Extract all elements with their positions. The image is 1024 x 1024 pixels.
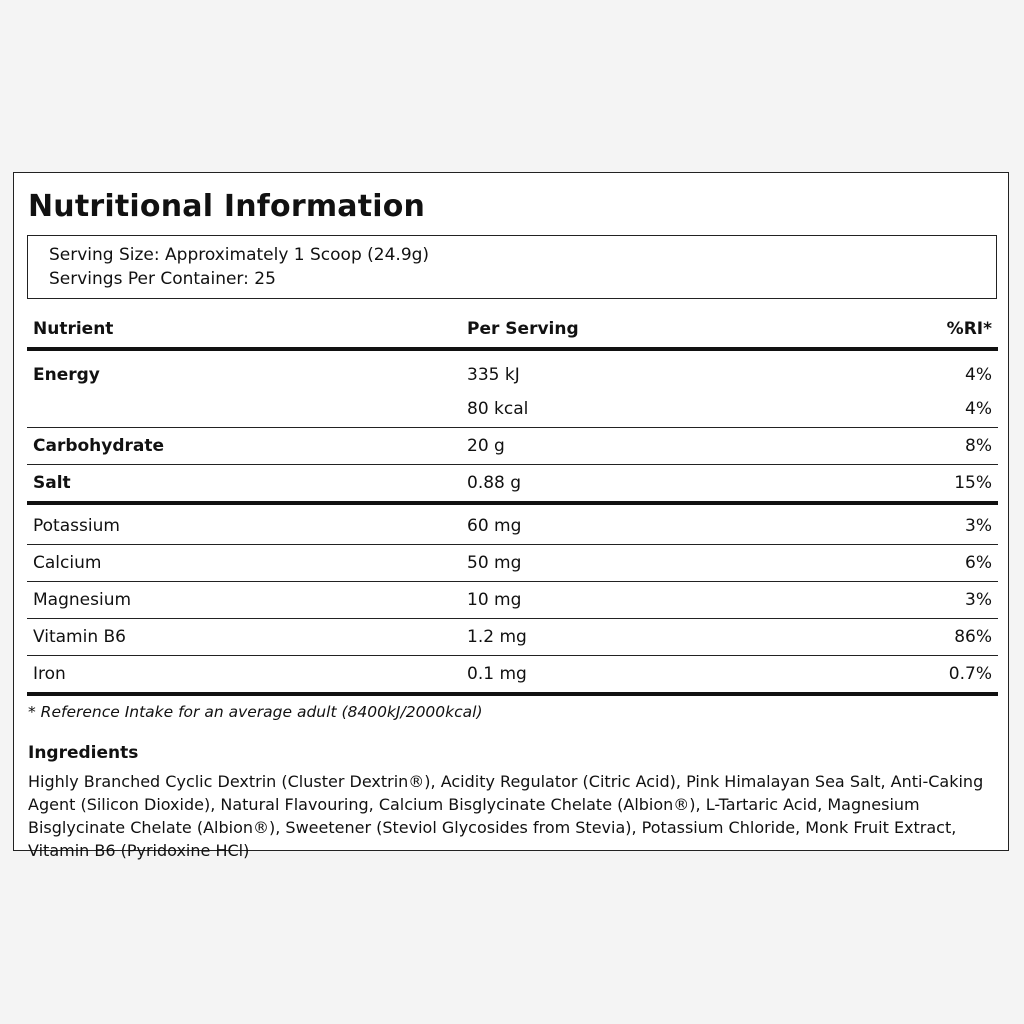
nutrient-name: Iron bbox=[33, 664, 66, 684]
nutrient-ri: 0.7% bbox=[948, 664, 992, 684]
table-row: Salt 0.88 g 15% bbox=[27, 465, 998, 505]
nutrient-name: Vitamin B6 bbox=[33, 627, 127, 647]
table-header-row: Nutrient Per Serving %RI* bbox=[27, 311, 998, 351]
ingredients-text: Highly Branched Cyclic Dextrin (Cluster … bbox=[28, 772, 984, 860]
reference-intake-footnote: * Reference Intake for an average adult … bbox=[28, 703, 483, 721]
nutrient-name: Potassium bbox=[33, 516, 120, 536]
nutrient-amount: 335 kJ bbox=[467, 365, 520, 385]
nutrient-name: Salt bbox=[33, 473, 71, 493]
nutrient-amount: 10 mg bbox=[467, 590, 522, 610]
header-per-serving: Per Serving bbox=[467, 319, 579, 339]
nutrient-amount: 20 g bbox=[467, 436, 505, 456]
header-ri: %RI* bbox=[946, 319, 992, 339]
header-nutrient: Nutrient bbox=[33, 319, 114, 339]
nutrient-name: Carbohydrate bbox=[33, 436, 165, 456]
nutrient-ri: 4% bbox=[965, 399, 992, 419]
table-row: 80 kcal 4% bbox=[27, 391, 998, 428]
table-row: Carbohydrate 20 g 8% bbox=[27, 428, 998, 465]
nutrient-ri: 3% bbox=[965, 590, 992, 610]
table-row: Potassium 60 mg 3% bbox=[27, 508, 998, 545]
nutrient-name: Magnesium bbox=[33, 590, 132, 610]
nutrient-amount: 0.1 mg bbox=[467, 664, 527, 684]
nutrient-amount: 0.88 g bbox=[467, 473, 522, 493]
table-row: Energy 335 kJ 4% bbox=[27, 357, 998, 391]
nutrition-panel: Nutritional Information Serving Size: Ap… bbox=[13, 172, 1009, 860]
nutrient-amount: 60 mg bbox=[467, 516, 522, 536]
nutrient-amount: 50 mg bbox=[467, 553, 522, 573]
ingredients-heading: Ingredients bbox=[28, 743, 139, 763]
page-title: Nutritional Information bbox=[28, 189, 426, 224]
nutrient-ri: 86% bbox=[954, 627, 992, 647]
nutrient-amount: 80 kcal bbox=[467, 399, 529, 419]
nutrient-ri: 6% bbox=[965, 553, 992, 573]
servings-per-container: Servings Per Container: 25 bbox=[49, 269, 276, 289]
table-row: Iron 0.1 mg 0.7% bbox=[27, 656, 998, 696]
nutrient-ri: 3% bbox=[965, 516, 992, 536]
serving-info-box: Serving Size: Approximately 1 Scoop (24.… bbox=[27, 235, 997, 299]
nutrient-ri: 8% bbox=[965, 436, 992, 456]
serving-size: Serving Size: Approximately 1 Scoop (24.… bbox=[49, 245, 430, 265]
nutrient-name: Calcium bbox=[33, 553, 102, 573]
nutrient-name: Energy bbox=[33, 365, 100, 385]
table-row: Calcium 50 mg 6% bbox=[27, 545, 998, 582]
nutrient-ri: 4% bbox=[965, 365, 992, 385]
nutrient-ri: 15% bbox=[954, 473, 992, 493]
table-row: Vitamin B6 1.2 mg 86% bbox=[27, 619, 998, 656]
nutrition-table: Nutrient Per Serving %RI* Energy 335 kJ … bbox=[27, 311, 998, 696]
table-row: Magnesium 10 mg 3% bbox=[27, 582, 998, 619]
nutrient-amount: 1.2 mg bbox=[467, 627, 527, 647]
